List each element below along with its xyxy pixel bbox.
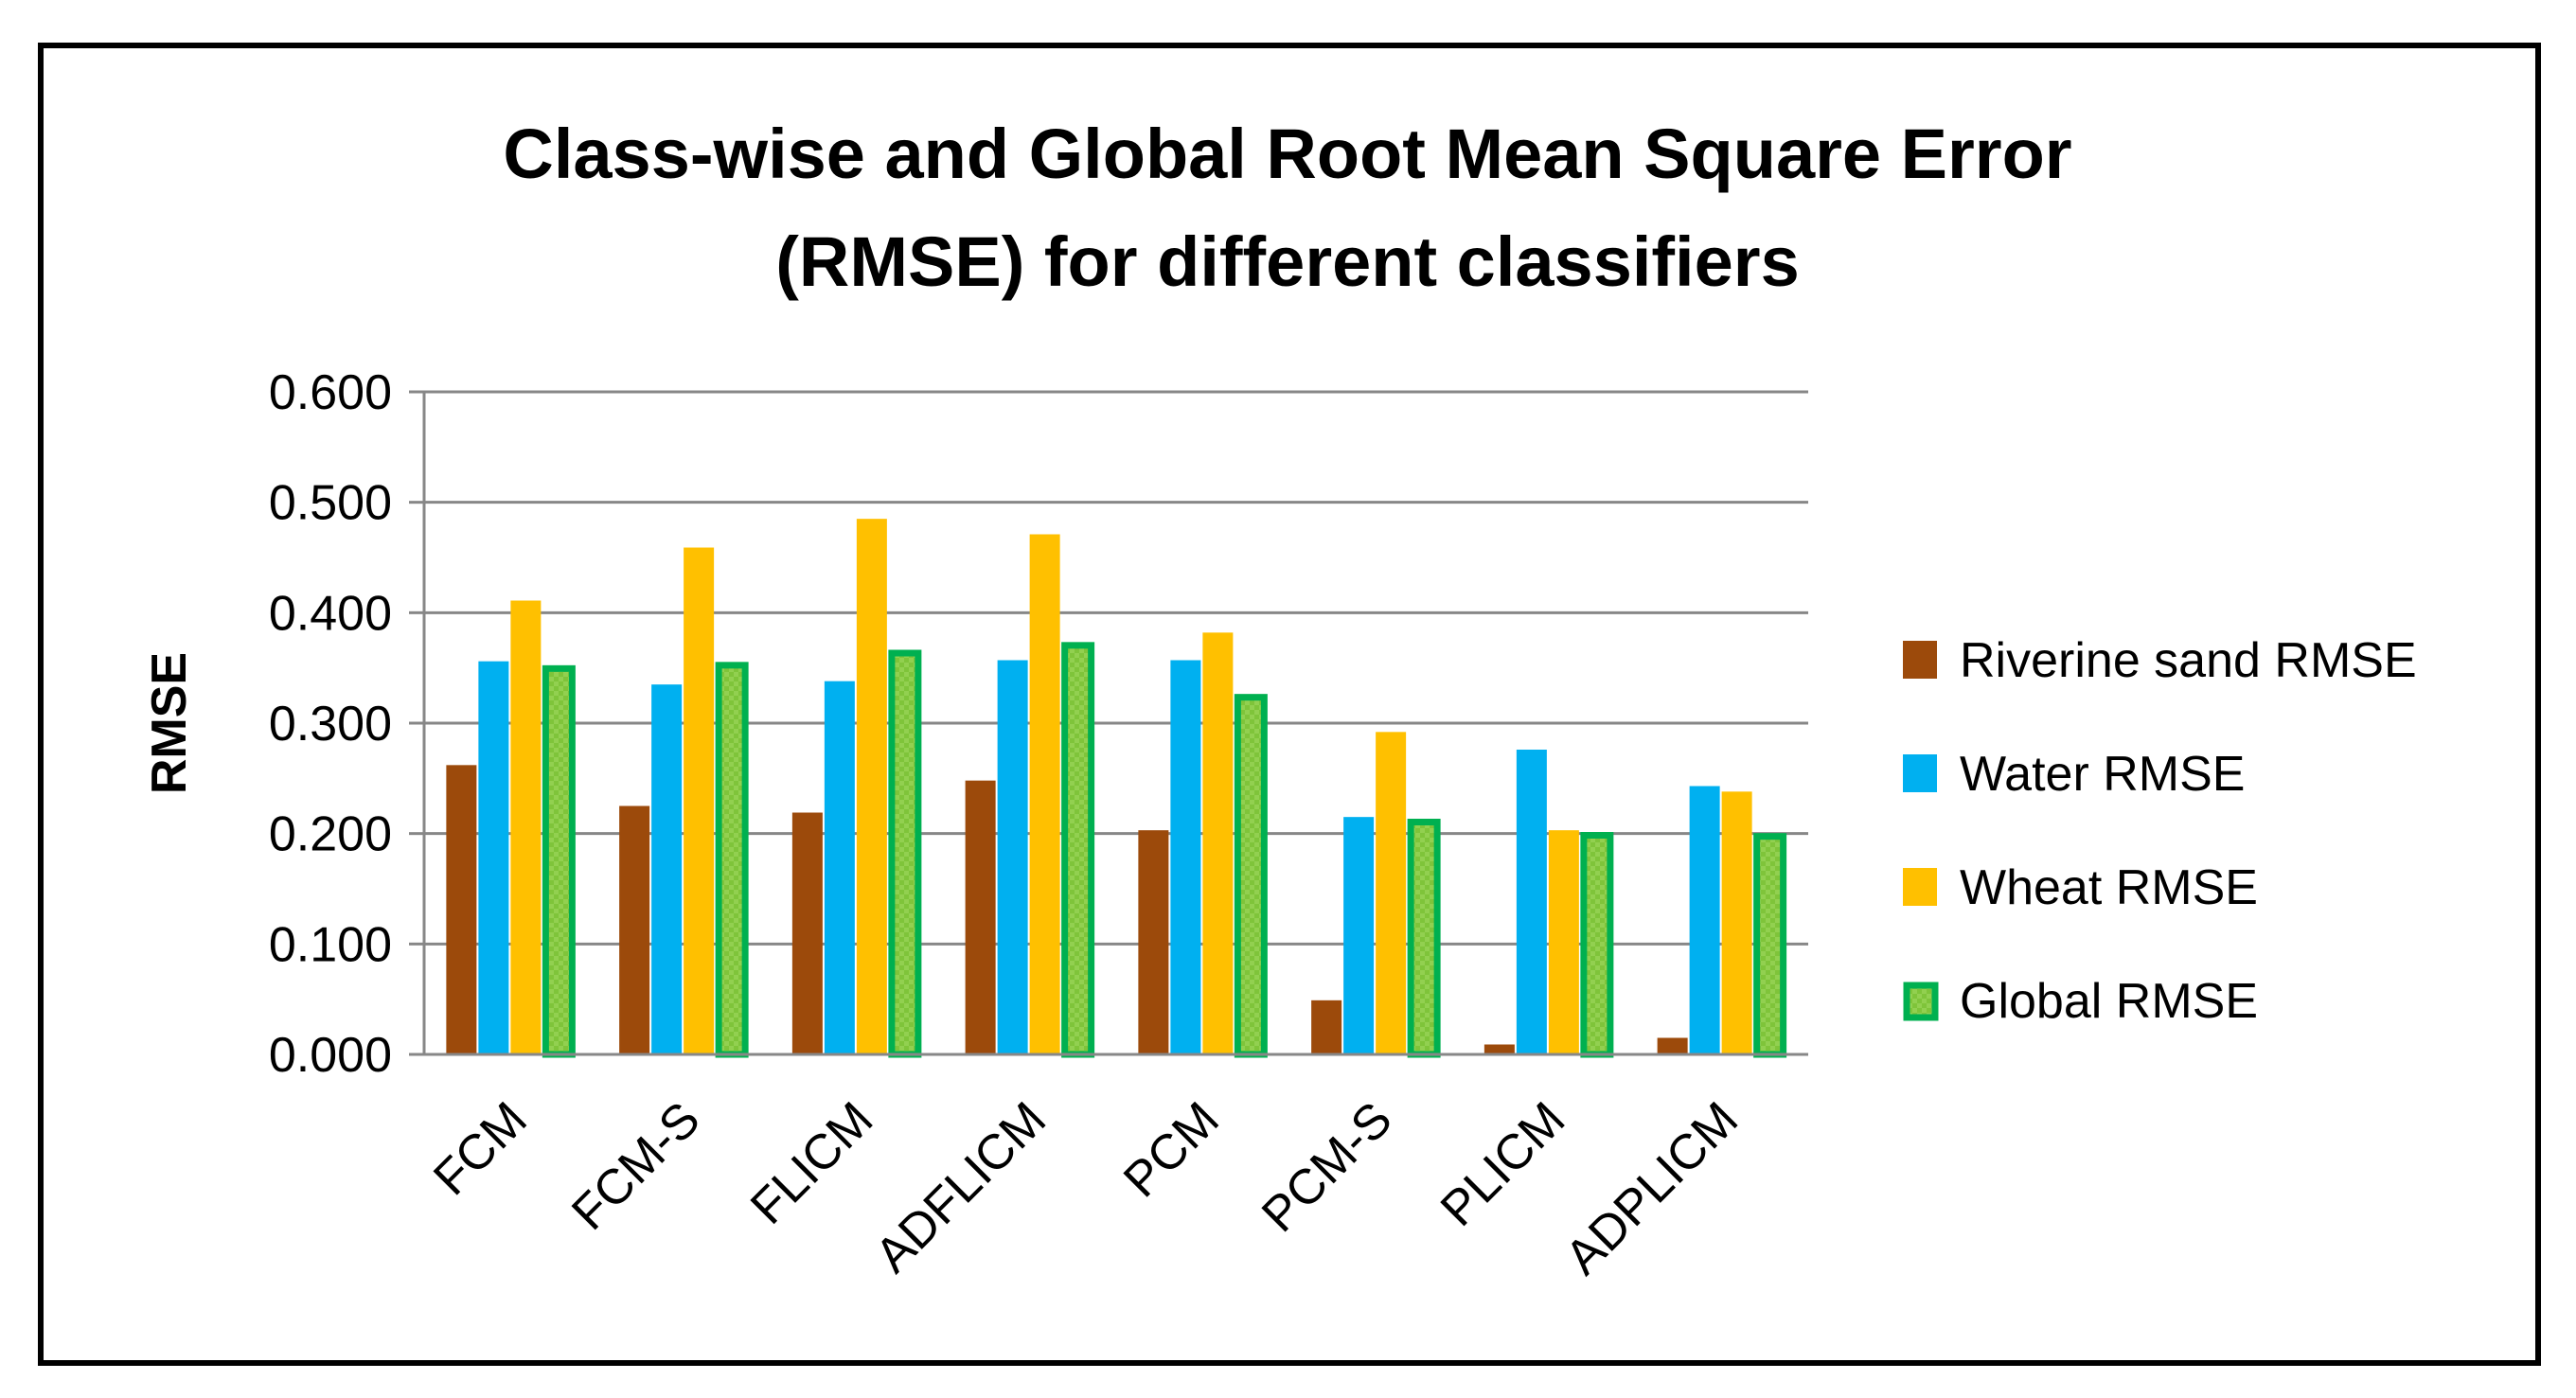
- bar-global-rmse-flicm: [888, 649, 922, 1058]
- bar-riverine-sand-rmse-pcm-s: [1311, 1000, 1342, 1054]
- bar-global-rmse-pcm-s: [1407, 819, 1441, 1058]
- chart-frame: [38, 43, 2541, 1366]
- bar-wheat-rmse-adplicm: [1721, 791, 1752, 1054]
- bar-riverine-sand-rmse-adplicm: [1657, 1037, 1688, 1054]
- y-tick-label: 0.400: [269, 586, 392, 641]
- bar-wheat-rmse-plicm: [1548, 830, 1579, 1054]
- legend-swatch: [1903, 754, 1937, 792]
- bar-riverine-sand-rmse-adflicm: [965, 780, 996, 1054]
- bar-water-rmse-plicm: [1516, 750, 1547, 1054]
- legend-swatch: [1903, 982, 1939, 1021]
- bar-wheat-rmse-fcm: [510, 600, 542, 1054]
- bar-water-rmse-pcm: [1170, 660, 1201, 1054]
- legend-label: Water RMSE: [1960, 747, 2245, 802]
- bar-wheat-rmse-pcm: [1202, 632, 1234, 1054]
- chart-title-line-1: Class-wise and Global Root Mean Square E…: [503, 115, 2071, 193]
- legend-label: Riverine sand RMSE: [1960, 633, 2417, 688]
- bar-riverine-sand-rmse-plicm: [1483, 1044, 1515, 1054]
- bar-global-rmse-adflicm: [1061, 642, 1095, 1058]
- bars: [446, 519, 1787, 1058]
- chart-title-line-2: (RMSE) for different classifiers: [775, 222, 1799, 301]
- y-tick-labels: 0.000 0.100 0.200 0.300 0.400 0.500 0.600: [269, 365, 392, 1083]
- legend-swatch: [1903, 641, 1937, 679]
- bar-global-rmse-fcm: [542, 664, 576, 1058]
- bar-wheat-rmse-pcm-s: [1376, 732, 1407, 1054]
- bar-global-rmse-pcm: [1234, 694, 1268, 1058]
- bar-wheat-rmse-fcm-s: [684, 547, 715, 1054]
- bar-water-rmse-fcm: [478, 661, 509, 1054]
- bar-water-rmse-fcm-s: [651, 684, 683, 1054]
- y-tick-label: 0.300: [269, 697, 392, 752]
- bar-riverine-sand-rmse-flicm: [791, 812, 823, 1054]
- bar-global-rmse-adplicm: [1753, 833, 1787, 1058]
- y-axis-label: RMSE: [142, 652, 197, 794]
- bar-riverine-sand-rmse-fcm-s: [619, 805, 650, 1054]
- bar-water-rmse-flicm: [824, 681, 855, 1054]
- y-tick-label: 0.500: [269, 476, 392, 531]
- y-tick-label: 0.000: [269, 1028, 392, 1083]
- axes: [422, 392, 1808, 1056]
- y-tick-label: 0.200: [269, 807, 392, 862]
- y-tick-label: 0.100: [269, 917, 392, 972]
- bar-global-rmse-fcm-s: [715, 662, 749, 1058]
- bar-water-rmse-adplicm: [1689, 786, 1720, 1054]
- bar-global-rmse-plicm: [1580, 832, 1614, 1058]
- legend-label: Wheat RMSE: [1960, 860, 2258, 915]
- bar-riverine-sand-rmse-fcm: [446, 765, 477, 1054]
- bar-water-rmse-pcm-s: [1343, 817, 1375, 1054]
- legend-swatch: [1903, 868, 1937, 906]
- legend: Riverine sand RMSE Water RMSE Wheat RMSE Gl…: [1903, 633, 2417, 1029]
- bar-water-rmse-adflicm: [997, 660, 1028, 1054]
- legend-label: Global RMSE: [1960, 974, 2258, 1029]
- bar-riverine-sand-rmse-pcm: [1138, 830, 1169, 1054]
- y-tick-label: 0.600: [269, 365, 392, 420]
- bar-wheat-rmse-adflicm: [1029, 534, 1060, 1054]
- bar-wheat-rmse-flicm: [856, 519, 887, 1054]
